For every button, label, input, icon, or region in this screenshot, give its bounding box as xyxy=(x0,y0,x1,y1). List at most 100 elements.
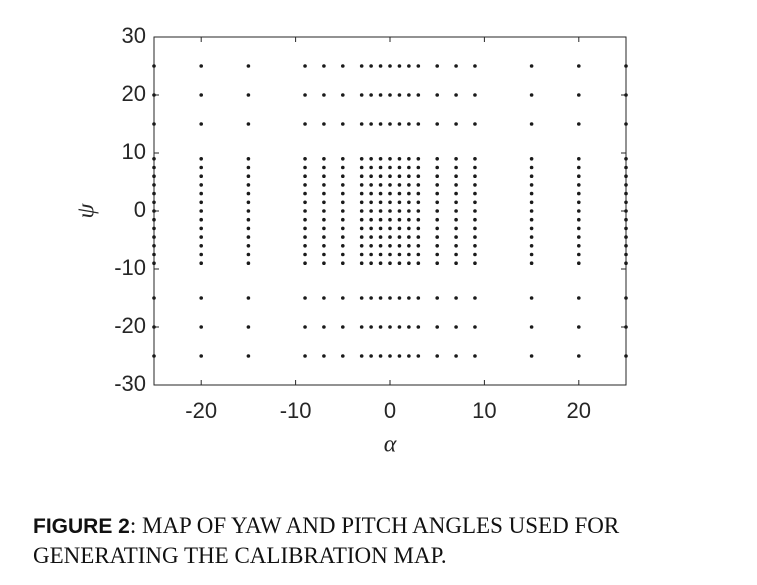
point xyxy=(341,296,345,300)
point xyxy=(341,165,345,170)
point xyxy=(369,174,373,178)
point xyxy=(397,296,402,300)
point xyxy=(407,122,411,126)
point xyxy=(369,226,373,231)
point xyxy=(577,174,581,178)
point xyxy=(246,209,251,213)
point xyxy=(341,174,345,178)
point xyxy=(246,354,251,358)
point xyxy=(369,200,373,205)
point xyxy=(407,252,411,257)
point xyxy=(397,252,402,257)
point xyxy=(341,93,345,97)
x-tick-label: 10 xyxy=(472,398,496,423)
point xyxy=(322,191,326,196)
point xyxy=(397,226,402,231)
point xyxy=(416,165,421,170)
point xyxy=(407,191,411,196)
point xyxy=(624,209,628,213)
point xyxy=(359,183,364,187)
point xyxy=(624,183,628,187)
point xyxy=(435,296,440,300)
point xyxy=(416,252,421,257)
point xyxy=(473,226,477,231)
point xyxy=(369,235,373,239)
point xyxy=(529,174,534,178)
point xyxy=(303,252,307,257)
point xyxy=(624,235,628,239)
point xyxy=(378,191,383,196)
point xyxy=(152,209,156,213)
point xyxy=(322,244,326,248)
point xyxy=(341,64,345,68)
point xyxy=(199,226,203,231)
point xyxy=(303,174,307,178)
point xyxy=(529,183,534,187)
point xyxy=(473,200,477,205)
point xyxy=(152,244,156,248)
point xyxy=(322,200,326,205)
point xyxy=(359,217,364,222)
point xyxy=(303,157,307,161)
point xyxy=(407,174,411,178)
point xyxy=(454,191,458,196)
point xyxy=(473,174,477,178)
point xyxy=(416,191,421,196)
point xyxy=(303,64,307,68)
point xyxy=(369,354,373,358)
point xyxy=(246,325,251,329)
point xyxy=(397,354,402,358)
point xyxy=(435,200,440,205)
point xyxy=(199,200,203,205)
point xyxy=(624,191,628,196)
point xyxy=(303,200,307,205)
point xyxy=(369,244,373,248)
point xyxy=(529,226,534,231)
point xyxy=(303,226,307,231)
point xyxy=(407,64,411,68)
point xyxy=(388,296,392,300)
point xyxy=(473,209,477,213)
point xyxy=(341,122,345,126)
point xyxy=(359,165,364,170)
point xyxy=(388,209,392,213)
point xyxy=(322,122,326,126)
point xyxy=(397,244,402,248)
point xyxy=(388,174,392,178)
point xyxy=(341,157,345,161)
point xyxy=(359,209,364,213)
point xyxy=(388,354,392,358)
point xyxy=(624,252,628,257)
point xyxy=(303,354,307,358)
point xyxy=(152,235,156,239)
point xyxy=(454,325,458,329)
point xyxy=(397,191,402,196)
point xyxy=(199,325,203,329)
point xyxy=(624,93,628,97)
point xyxy=(407,354,411,358)
point xyxy=(407,235,411,239)
point xyxy=(152,174,156,178)
point xyxy=(152,226,156,231)
point xyxy=(246,244,251,248)
point xyxy=(152,261,156,266)
point xyxy=(416,354,421,358)
point xyxy=(577,354,581,358)
point xyxy=(529,296,534,300)
point xyxy=(416,244,421,248)
point xyxy=(454,64,458,68)
point xyxy=(152,157,156,161)
point xyxy=(152,191,156,196)
point xyxy=(378,354,383,358)
point xyxy=(577,122,581,126)
point xyxy=(322,209,326,213)
point xyxy=(624,217,628,222)
point xyxy=(369,325,373,329)
point xyxy=(369,183,373,187)
point xyxy=(199,296,203,300)
point xyxy=(388,217,392,222)
point xyxy=(322,226,326,231)
point xyxy=(303,296,307,300)
point xyxy=(322,165,326,170)
point xyxy=(454,226,458,231)
